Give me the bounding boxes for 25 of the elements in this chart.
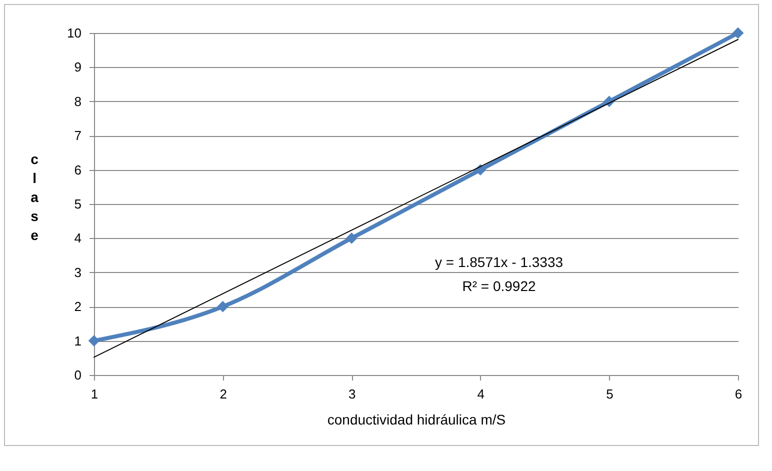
point <box>732 27 744 39</box>
y-tick-label: 6 <box>74 162 82 178</box>
x-tick-label: 3 <box>348 386 356 402</box>
y-tick-label: 2 <box>74 299 82 314</box>
y-tick-label: 1 <box>74 333 82 348</box>
x-tick-label: 1 <box>90 386 98 402</box>
y-tick-label: 5 <box>74 196 82 212</box>
y-tick-label: 7 <box>74 128 82 144</box>
y-tick-label: 9 <box>74 60 82 75</box>
x-tick-label: 6 <box>734 386 742 402</box>
point <box>346 232 358 244</box>
y-axis-title: clase <box>30 151 39 244</box>
y-tick-label: 4 <box>74 230 82 246</box>
y-tick-label: 10 <box>67 26 82 40</box>
x-axis-title: conductividad hidráulica m/S <box>327 412 506 428</box>
x-tick-label: 5 <box>606 386 614 402</box>
y-tick-label: 0 <box>74 368 82 382</box>
annotation: y = 1.8571x - 1.3333 <box>434 254 564 270</box>
annotation: R² = 0.9922 <box>462 278 536 294</box>
x-tick-label: 2 <box>220 386 227 402</box>
y-tick-label: 3 <box>74 264 82 280</box>
point <box>88 335 100 346</box>
x-tick-label: 4 <box>477 386 485 402</box>
point <box>217 300 228 312</box>
y-tick-label: 8 <box>74 94 82 109</box>
